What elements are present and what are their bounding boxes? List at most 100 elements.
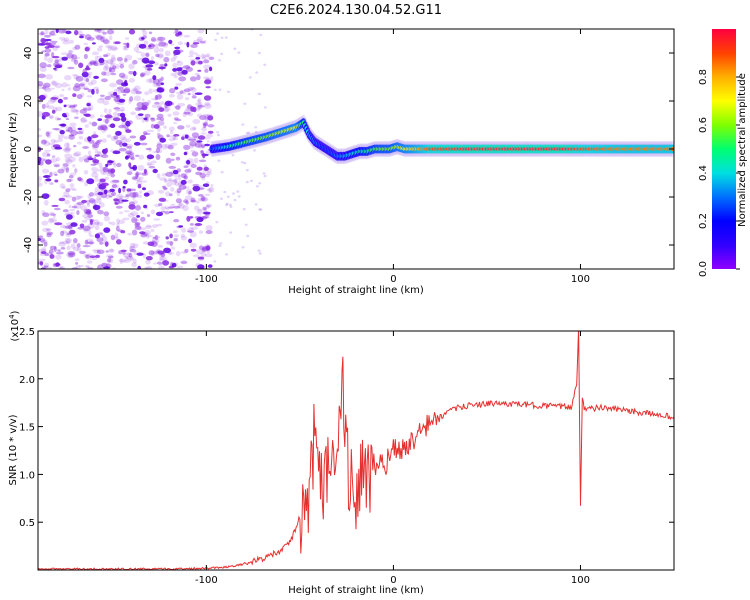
spectrogram-noise-cell — [197, 143, 206, 149]
spectrogram-noise-cell — [132, 87, 138, 93]
spectrogram-noise-cell — [190, 197, 196, 202]
spectrogram-noise-cell — [119, 258, 123, 265]
spectrogram-noise-cell — [111, 184, 118, 189]
spectrogram-noise-cell — [76, 195, 82, 200]
spectrogram-noise-cell — [59, 130, 65, 135]
spectrogram-noise-cell — [169, 135, 176, 138]
spectrogram-noise-cell — [170, 246, 176, 250]
spectrogram-noise-cell — [122, 186, 126, 189]
spectrogram-noise-cell — [169, 126, 175, 132]
spectrogram-noise-cell — [155, 94, 162, 100]
spectrogram-noise-cell — [180, 173, 187, 178]
spectrogram-noise-cell — [205, 245, 211, 251]
spectrogram-noise-cell — [108, 109, 112, 113]
spectrogram-noise-cell — [123, 87, 131, 94]
spectrogram-noise-cell — [258, 252, 262, 255]
spectrogram-noise-cell — [153, 218, 161, 221]
spectrogram-noise-cell — [186, 41, 190, 48]
spectrogram-noise-cell — [96, 151, 101, 155]
spectrogram-noise-cell — [85, 253, 92, 256]
spectrogram-noise-cell — [224, 36, 228, 39]
spectrogram-noise-cell — [160, 41, 164, 46]
spectrogram-noise-cell — [114, 41, 121, 45]
spectrogram-noise-cell — [54, 116, 60, 121]
spectrogram-noise-cell — [177, 125, 185, 130]
spectrogram-noise-cell — [129, 148, 133, 153]
spectrogram-noise-cell — [113, 135, 119, 140]
spectrogram-noise-cell — [86, 95, 93, 98]
spectrogram-noise-cell — [171, 262, 177, 268]
spectrogram-noise-cell — [154, 101, 160, 105]
spectrogram-noise-cell — [103, 71, 111, 77]
spectrogram-noise-cell — [170, 130, 174, 135]
snr-x-tick-label: 0 — [390, 575, 396, 586]
spectrogram-noise-cell — [47, 87, 56, 90]
spectrogram-noise-cell — [40, 31, 44, 36]
spectrogram-noise-cell — [172, 135, 176, 140]
spectrogram-noise-cell — [121, 199, 129, 202]
spectrogram-noise-cell — [65, 225, 72, 229]
spectrogram-noise-cell — [108, 35, 113, 41]
spectrogram-noise-cell — [160, 76, 164, 82]
spectrogram-noise-cell — [199, 115, 207, 121]
spectrogram-noise-cell — [113, 236, 119, 240]
spectrogram-noise-cell — [184, 134, 189, 139]
spectrogram-noise-cell — [111, 54, 116, 61]
spectrogram-noise-cell — [103, 189, 108, 195]
spectrogram-noise-cell — [124, 58, 128, 63]
spectrogram-noise — [38, 29, 267, 269]
spectrogram-noise-cell — [192, 187, 199, 192]
spectrogram-noise-cell — [140, 57, 145, 63]
spectrogram-noise-cell — [85, 254, 90, 259]
spectrogram-noise-cell — [80, 117, 86, 124]
spectrogram-noise-cell — [204, 78, 211, 84]
spectrogram-noise-cell — [93, 75, 99, 79]
spectrogram-noise-cell — [178, 76, 187, 82]
spectrogram-noise-cell — [77, 177, 83, 182]
spectrogram-noise-cell — [183, 175, 188, 180]
spectrogram-noise-cell — [186, 159, 191, 165]
spectrogram-noise-cell — [68, 134, 75, 137]
spectrogram-noise-cell — [63, 142, 70, 149]
spectrogram-noise-cell — [84, 124, 89, 128]
spectrogram-noise-cell — [142, 131, 148, 136]
spectrogram-noise-cell — [73, 151, 82, 157]
spectrogram-noise-cell — [220, 171, 224, 174]
spectrogram-noise-cell — [63, 115, 68, 118]
spectrogram-noise-cell — [128, 77, 136, 83]
spectrogram-noise-cell — [199, 197, 208, 202]
spectrogram-noise-cell — [185, 200, 189, 205]
spectrogram-noise-cell — [186, 135, 191, 142]
spectrogram-noise-cell — [206, 203, 213, 208]
spectrogram-noise-cell — [57, 249, 61, 252]
spectrogram-noise-cell — [72, 246, 79, 252]
spectrogram-noise-cell — [140, 211, 144, 215]
spectrogram-noise-cell — [180, 179, 187, 185]
spectrogram-noise-cell — [147, 241, 155, 247]
spectrogram-noise-cell — [62, 195, 68, 198]
spectrogram-noise-cell — [93, 86, 99, 91]
spectrogram-noise-cell — [203, 207, 207, 213]
spectrogram-noise-cell — [199, 187, 205, 190]
spectrogram-noise-cell — [106, 254, 114, 259]
spectrogram-noise-cell — [78, 135, 84, 140]
spectrogram-noise-cell — [229, 205, 233, 208]
spectrogram-noise-cell — [175, 29, 181, 36]
spectrogram-noise-cell — [121, 137, 127, 143]
spectrogram-noise-cell — [84, 119, 88, 123]
spectrogram-noise-cell — [134, 225, 142, 231]
spectrogram-noise-cell — [109, 64, 117, 70]
spectrogram-noise-cell — [96, 55, 102, 58]
spectrogram-noise-cell — [110, 221, 116, 226]
spectrogram-noise-cell — [94, 198, 99, 204]
spectrogram-noise-cell — [181, 136, 185, 140]
spectrogram-noise-cell — [135, 224, 141, 229]
spectrogram-noise-cell — [174, 29, 179, 34]
snr-y-tick-label: 0.5 — [19, 518, 35, 529]
spectrogram-noise-cell — [106, 170, 112, 177]
spectrogram-noise-cell — [49, 245, 57, 250]
spectrogram-noise-cell — [54, 64, 63, 69]
spectrogram-noise-cell — [218, 88, 222, 91]
spectrogram-noise-cell — [91, 134, 99, 139]
spectrogram-noise-cell — [39, 62, 47, 69]
